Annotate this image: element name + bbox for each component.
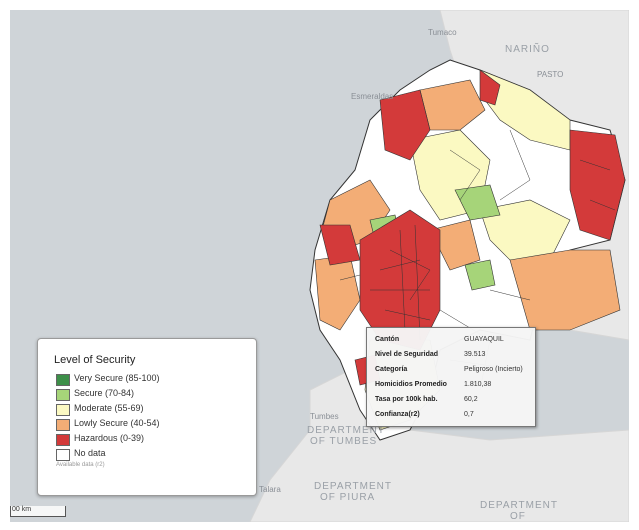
label-tumbes: Tumbes: [310, 412, 339, 421]
legend-label: Very Secure (85-100): [74, 373, 160, 383]
label-dept-right-2: OF: [510, 511, 526, 522]
canton-tooltip: Cantón GUAYAQUIL Nivel de Seguridad 39.5…: [366, 327, 536, 427]
legend-label: Lowly Secure (40-54): [74, 418, 160, 428]
label-esmeraldas: Esmeraldas: [351, 92, 394, 101]
legend-label: No data: [74, 448, 106, 458]
legend-swatch: [56, 419, 70, 431]
tooltip-key: Nivel de Seguridad: [375, 351, 439, 358]
label-narino: NARIÑO: [505, 44, 550, 55]
region-hazard-sucumbios[interactable]: [569, 129, 626, 241]
scale-bar: 00 km: [10, 506, 66, 517]
region-secure-2[interactable]: [464, 259, 496, 291]
label-dept-tumbes-1: DEPARTMENT: [307, 425, 385, 436]
legend-title: Level of Security: [54, 354, 136, 366]
legend-swatch: [56, 374, 70, 386]
tooltip-value: 60,2: [464, 396, 478, 403]
legend-label: Hazardous (0-39): [74, 433, 145, 443]
label-dept-piura-2: OF PIURA: [320, 492, 376, 503]
tooltip-value: Peligroso (Incierto): [464, 366, 523, 373]
legend-attribution: Available data (r2): [56, 462, 105, 468]
tooltip-value: 0,7: [464, 411, 474, 418]
legend-label: Secure (70-84): [74, 388, 135, 398]
tooltip-key: Homicidios Promedio: [375, 381, 447, 388]
legend-swatch: [56, 404, 70, 416]
label-dept-piura-1: DEPARTMENT: [314, 481, 392, 492]
tooltip-key: Confianza(r2): [375, 411, 420, 418]
legend-swatch: [56, 434, 70, 446]
region-lowly-center[interactable]: [429, 219, 481, 271]
region-hazard-esmeraldas[interactable]: [379, 89, 431, 161]
legend-swatch: [56, 389, 70, 401]
choropleth-map[interactable]: [10, 10, 629, 522]
label-pasto: PASTO: [537, 70, 564, 79]
legend-panel: Level of Security Very Secure (85-100) S…: [37, 338, 257, 496]
region-hazard-north-east[interactable]: [479, 69, 501, 106]
scale-label: 00 km: [12, 506, 32, 513]
label-dept-right-1: DEPARTMENT: [480, 500, 558, 511]
legend-swatch: [56, 449, 70, 461]
tooltip-value: GUAYAQUIL: [464, 336, 504, 343]
tooltip-value: 1.810,38: [464, 381, 492, 388]
legend-label: Moderate (55-69): [74, 403, 144, 413]
tooltip-key: Tasa por 100k hab.: [375, 396, 438, 403]
tooltip-key: Categoría: [375, 366, 408, 373]
label-talara: Talara: [259, 485, 281, 494]
region-secure-1[interactable]: [454, 184, 501, 221]
tooltip-key: Cantón: [375, 336, 400, 343]
label-dept-tumbes-2: OF TUMBES: [310, 436, 378, 447]
tooltip-value: 39.513: [464, 351, 486, 358]
region-moderate-north[interactable]: [479, 69, 571, 151]
label-tumaco: Tumaco: [428, 28, 457, 37]
